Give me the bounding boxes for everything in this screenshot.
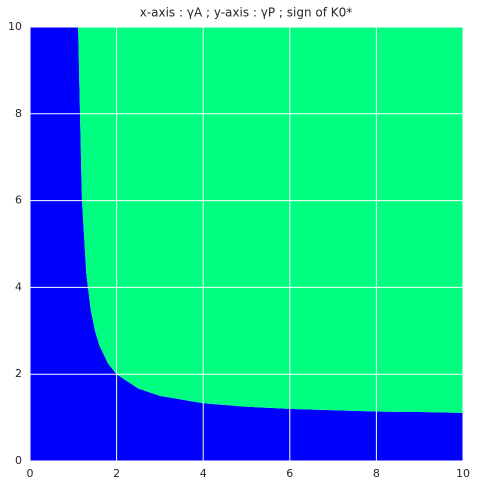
x-tick-label: 2 — [113, 467, 120, 480]
x-tick-label: 4 — [200, 467, 207, 480]
x-tick-label: 10 — [456, 467, 470, 480]
y-tick-label: 2 — [15, 367, 22, 380]
x-tick-label: 0 — [27, 467, 34, 480]
chart-title: x-axis : γA ; y-axis : γP ; sign of K0* — [140, 6, 353, 20]
y-tick-label: 4 — [15, 280, 22, 293]
y-tick-label: 8 — [15, 107, 22, 120]
y-tick-label: 0 — [15, 454, 22, 467]
region-below — [30, 27, 463, 461]
x-tick-label: 8 — [373, 467, 380, 480]
region-above — [78, 27, 464, 413]
x-tick-label: 6 — [286, 467, 293, 480]
y-tick-label: 6 — [15, 194, 22, 207]
y-tick-label: 10 — [8, 20, 22, 33]
